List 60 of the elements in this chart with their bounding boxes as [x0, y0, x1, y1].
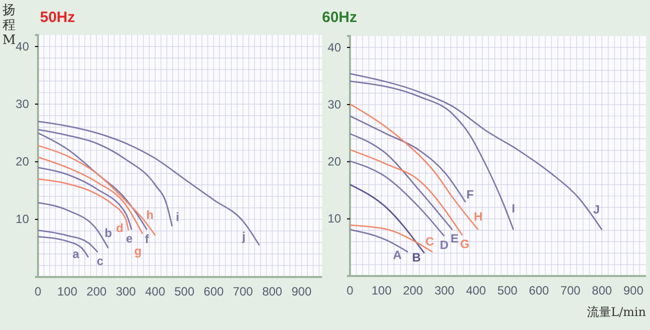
y-tick-label: 40 — [328, 40, 342, 54]
x-tick-label: 400 — [466, 284, 486, 298]
series-label: E — [450, 231, 459, 246]
y-tick-label: 20 — [328, 154, 342, 169]
x-tick-label: 800 — [592, 284, 612, 298]
line-series — [37, 120, 260, 246]
series-label: A — [392, 248, 402, 262]
line-series — [349, 160, 445, 237]
series-label: F — [466, 187, 474, 202]
x-tick-label: 500 — [497, 284, 518, 298]
series-label: d — [116, 221, 124, 235]
line-series — [349, 73, 603, 230]
x-tick-label: 200 — [402, 284, 424, 298]
x-tick-label: 200 — [86, 284, 107, 299]
x-tick-label: 0 — [346, 284, 354, 298]
series-label: g — [134, 244, 142, 258]
x-tick-label: 700 — [232, 284, 254, 299]
y-axis-title: 扬程M — [2, 3, 16, 48]
line-series — [349, 133, 454, 230]
series-label: i — [176, 210, 180, 224]
y-tick-label: 30 — [328, 97, 342, 112]
series-label: D — [440, 238, 449, 252]
x-tick-label: 900 — [623, 284, 644, 298]
series-label: J — [593, 202, 600, 216]
line-series — [37, 230, 98, 253]
y-tick-label: 30 — [16, 96, 30, 111]
series-label: h — [146, 208, 154, 222]
x-tick-label: 400 — [145, 284, 166, 299]
series-label: a — [72, 247, 80, 262]
x-tick-label: 0 — [34, 284, 42, 299]
x-tick-label: 800 — [262, 284, 283, 299]
x-tick-label: 300 — [434, 284, 455, 298]
x-tick-label: 600 — [528, 284, 550, 298]
series-label: B — [412, 250, 422, 265]
x-tick-label: 500 — [174, 284, 195, 299]
series-label: j — [241, 229, 246, 244]
x-tick-label: 100 — [371, 284, 392, 298]
x-tick-label: 900 — [291, 284, 312, 299]
chart-title: 50Hz — [40, 9, 76, 26]
series-label: f — [144, 232, 150, 246]
x-axis-title: 流量L/min — [587, 305, 646, 319]
y-tick-label: 20 — [16, 154, 30, 169]
series-label: C — [425, 234, 434, 248]
chart-title: 60Hz — [322, 9, 358, 26]
x-tick-label: 100 — [57, 284, 78, 299]
y-tick-label: 40 — [16, 39, 30, 54]
series-label: e — [126, 231, 134, 246]
y-tick-label: 10 — [16, 212, 30, 226]
series-label: c — [96, 254, 104, 268]
x-tick-label: 600 — [204, 284, 224, 299]
series-label: G — [460, 237, 470, 252]
x-tick-label: 700 — [560, 284, 581, 298]
series-label: b — [104, 226, 112, 240]
series-label: I — [512, 202, 516, 216]
x-tick-label: 300 — [116, 284, 136, 299]
series-label: H — [474, 210, 482, 224]
line-series — [349, 115, 466, 203]
line-series — [37, 236, 90, 258]
line-series — [349, 80, 514, 230]
y-tick-label: 10 — [328, 212, 342, 226]
